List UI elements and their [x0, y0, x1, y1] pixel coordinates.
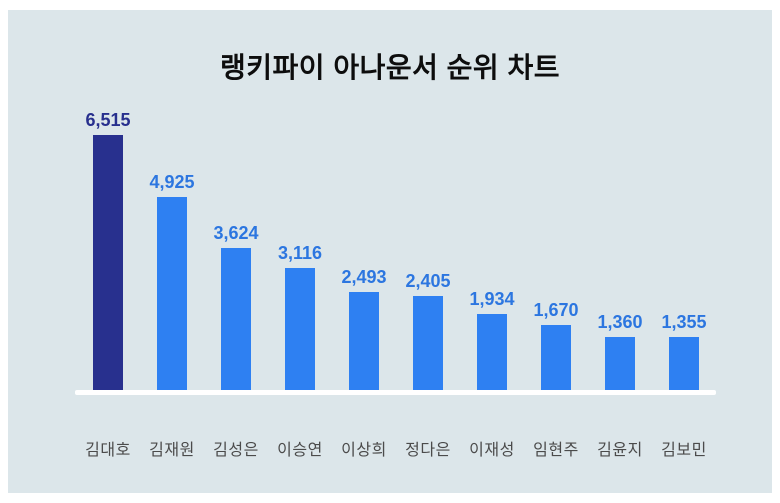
category-label: 정다은	[405, 442, 451, 459]
bar-value-label: 3,116	[277, 243, 323, 263]
bar	[349, 292, 379, 390]
category-label: 김대호	[85, 442, 131, 459]
category-label: 김성은	[213, 442, 259, 459]
bar-slot: 1,355	[652, 100, 716, 390]
bar-value-label: 1,360	[597, 312, 643, 332]
category-label: 김보민	[661, 442, 707, 459]
x-axis-line	[75, 390, 716, 395]
bar	[93, 135, 123, 390]
bar	[477, 314, 507, 390]
bar	[221, 248, 251, 390]
bar-slot: 2,405	[396, 100, 460, 390]
category-label: 이재성	[469, 442, 515, 459]
bar-slot: 1,934	[460, 100, 524, 390]
bar-value-label: 2,405	[405, 271, 451, 291]
bar-slot: 3,624	[204, 100, 268, 390]
bar	[669, 337, 699, 390]
bar-value-label: 1,355	[661, 312, 707, 332]
category-label: 임현주	[533, 442, 579, 459]
plot-area: 6,515 4,925 3,624 3,116 2,493 2,405 1,934 1,670…	[76, 100, 716, 390]
bar-value-label: 6,515	[85, 110, 131, 130]
bar	[413, 296, 443, 390]
bar-slot: 4,925	[140, 100, 204, 390]
bar-slot: 6,515	[76, 100, 140, 390]
chart-panel: 랭키파이 아나운서 순위 차트 6,515 4,925 3,624 3,116 2,49…	[8, 10, 772, 493]
bar-value-label: 2,493	[341, 267, 387, 287]
category-label: 김윤지	[597, 442, 643, 459]
bar-slot: 1,360	[588, 100, 652, 390]
bar-slot: 3,116	[268, 100, 332, 390]
category-label: 이상희	[341, 442, 387, 459]
bar-value-label: 1,934	[469, 289, 515, 309]
bar-slot: 2,493	[332, 100, 396, 390]
bar	[605, 337, 635, 390]
chart-title: 랭키파이 아나운서 순위 차트	[220, 52, 560, 83]
bar	[157, 197, 187, 390]
category-label: 이승연	[277, 442, 323, 459]
bar	[285, 268, 315, 390]
bar-slot: 1,670	[524, 100, 588, 390]
bar	[541, 325, 571, 390]
bar-value-label: 3,624	[213, 223, 259, 243]
bar-value-label: 4,925	[149, 172, 195, 192]
category-row: 김대호 김재원 김성은 이승연 이상희 정다은 이재성 임현주 김윤지 김보민	[76, 436, 716, 460]
bar-value-label: 1,670	[533, 300, 579, 320]
category-label: 김재원	[149, 442, 195, 459]
